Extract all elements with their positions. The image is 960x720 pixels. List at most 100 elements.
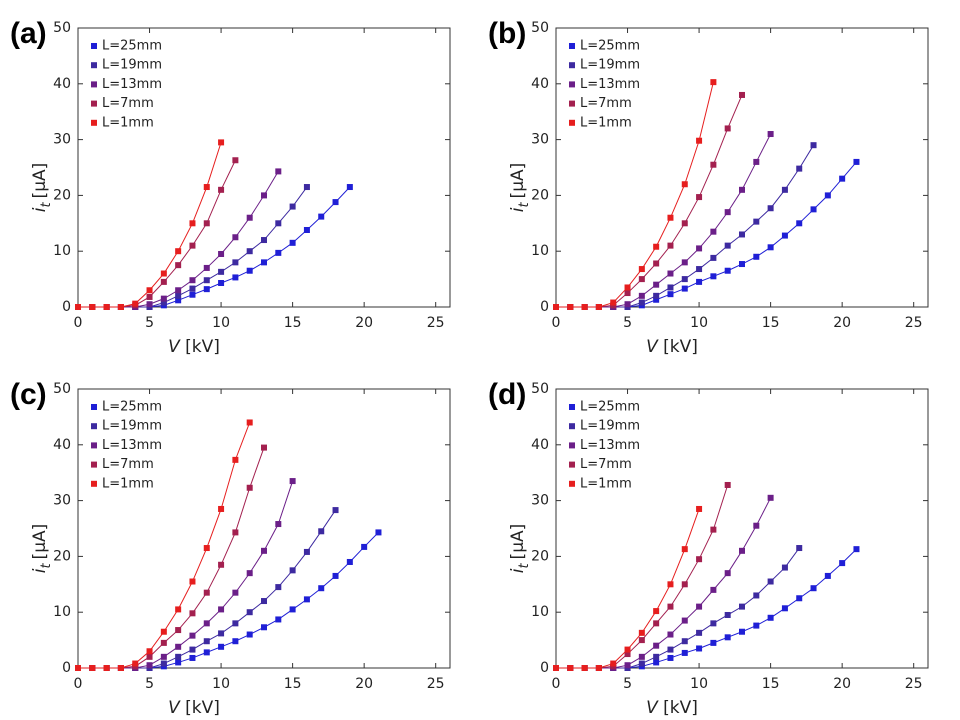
y-tick-label: 10 [531,604,549,620]
legend-label: L=7mm [580,457,632,472]
x-axis-label: V [kV] [646,337,698,357]
marker [261,598,267,605]
marker [89,304,96,310]
y-tick-label: 40 [53,437,71,453]
marker [189,578,196,585]
marker [839,560,846,567]
marker [739,628,745,635]
marker [103,665,110,671]
marker [346,558,353,565]
marker [246,570,253,577]
marker [189,632,196,639]
x-axis-label: V [kV] [168,337,220,357]
y-tick-label: 10 [53,604,71,620]
marker [553,665,559,671]
x-tick-label: 25 [427,315,445,331]
legend-marker [91,442,97,449]
marker [624,662,631,669]
x-tick-label: 10 [212,676,230,692]
marker [781,232,788,239]
marker [696,505,703,512]
legend-marker [91,81,97,88]
marker [246,609,253,616]
marker [638,266,645,273]
marker [303,226,310,233]
x-tick-label: 5 [623,676,632,692]
marker [203,184,210,191]
marker [667,646,674,653]
y-axis-sub: t [39,202,54,208]
marker [653,243,660,250]
marker [232,259,239,266]
marker [710,79,717,86]
marker [796,545,803,552]
marker [175,653,182,660]
marker [232,157,239,164]
marker [275,616,282,623]
marker [710,526,717,533]
marker [624,646,631,653]
marker [332,572,339,579]
x-tick-label: 0 [552,315,561,331]
marker [160,628,167,635]
marker [638,660,645,667]
marker [189,277,196,284]
x-axis-var: V [646,698,659,718]
marker [653,296,660,303]
y-axis-label: it [μA] [30,163,54,213]
legend-marker [91,404,97,410]
legend-label: L=13mm [580,438,640,453]
marker [203,649,210,656]
marker [753,522,760,529]
y-axis-var: i [30,568,50,573]
marker [653,292,660,299]
marker [553,304,559,310]
y-tick-label: 50 [53,20,71,36]
y-tick-label: 20 [531,187,549,203]
marker [739,231,745,238]
legend-label: L=1mm [580,476,632,491]
marker [638,299,645,306]
marker [175,297,182,304]
marker [218,505,225,512]
marker [189,646,196,653]
marker [567,304,574,310]
legend-marker [569,81,575,88]
marker [303,184,310,191]
legend-label: L=13mm [102,438,162,453]
legend-label: L=7mm [102,96,154,111]
x-axis-unit: [kV] [185,337,220,357]
marker [232,234,239,241]
marker [724,242,731,249]
marker [232,529,239,536]
marker [160,299,167,306]
y-axis-unit: [μA] [30,524,50,560]
marker [318,528,325,535]
marker [638,292,645,299]
legend-label: L=13mm [102,77,162,92]
marker [246,631,253,638]
marker [767,494,774,501]
marker [681,617,688,624]
marker [724,209,731,216]
marker [653,659,660,666]
marker [175,659,182,666]
x-axis-label: V [kV] [646,698,698,718]
marker [303,548,310,555]
marker [710,161,717,168]
marker [261,547,267,554]
marker [781,605,788,612]
marker [232,589,239,596]
marker [117,304,124,310]
y-axis-unit: [μA] [30,163,50,199]
plot-area [77,388,451,669]
marker [218,250,225,257]
x-axis-var: V [168,337,181,357]
x-tick-label: 20 [355,676,373,692]
legend-label: L=1mm [102,476,154,491]
marker [275,521,282,528]
marker [232,638,239,645]
x-tick-label: 15 [284,676,302,692]
legend-marker [569,480,575,487]
